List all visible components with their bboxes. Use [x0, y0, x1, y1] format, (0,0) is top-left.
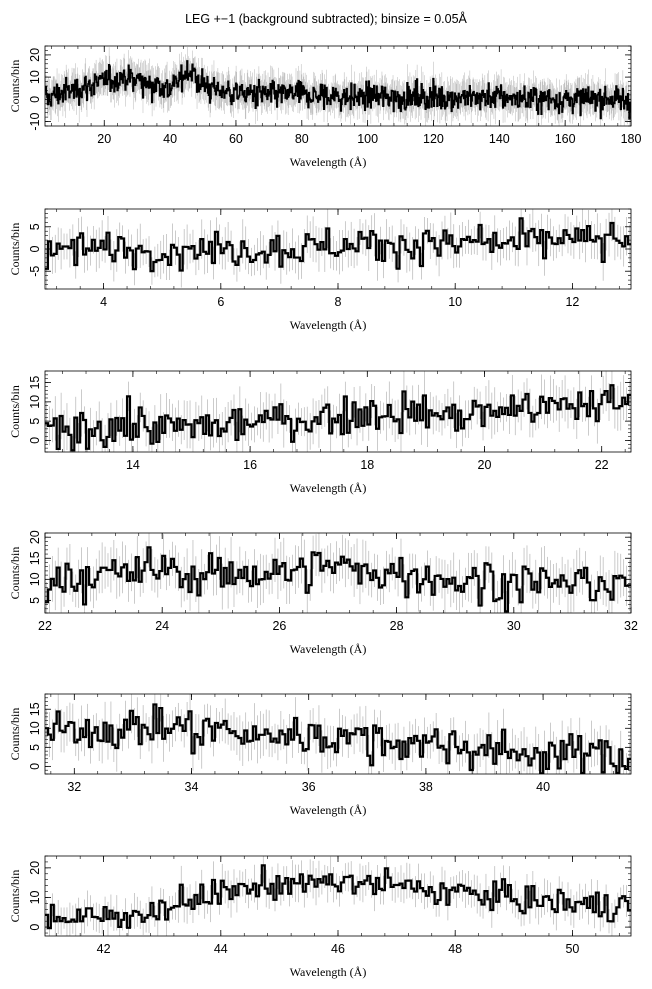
y-tick-label: -5	[28, 266, 42, 277]
y-tick-label: 5	[28, 597, 42, 604]
spectrum-line	[45, 864, 631, 930]
y-tick-label: 15	[28, 551, 42, 565]
x-tick-label: 32	[67, 780, 81, 794]
y-tick-label: 0	[28, 924, 42, 931]
y-tick-label: 15	[28, 376, 42, 390]
x-tick-label: 22	[38, 619, 52, 633]
y-tick-label: 10	[28, 70, 42, 84]
x-axis-label: Wavelength (Å)	[290, 481, 367, 495]
y-axis-label: Counts/bin	[8, 385, 22, 438]
x-tick-label: 60	[229, 132, 243, 146]
x-tick-label: 28	[390, 619, 404, 633]
x-tick-label: 14	[126, 458, 140, 472]
x-tick-label: 100	[357, 132, 378, 146]
x-tick-label: 42	[97, 942, 111, 956]
x-axis-label: Wavelength (Å)	[290, 155, 367, 169]
y-tick-label: 5	[28, 744, 42, 751]
spectrum-line	[45, 217, 631, 273]
x-tick-label: 30	[507, 619, 521, 633]
x-tick-label: 34	[185, 780, 199, 794]
y-axis-label: Counts/bin	[8, 870, 22, 923]
plot-frame	[44, 370, 632, 453]
y-tick-label: 5	[28, 223, 42, 230]
y-tick-label: 0	[28, 437, 42, 444]
x-tick-label: 18	[360, 458, 374, 472]
y-tick-label: 0	[28, 245, 42, 252]
error-bars	[46, 856, 630, 936]
y-tick-label: -10	[28, 112, 42, 130]
y-tick-label: 20	[28, 861, 42, 875]
y-tick-label: 15	[28, 702, 42, 716]
x-tick-label: 20	[478, 458, 492, 472]
x-tick-label: 6	[217, 295, 224, 309]
x-tick-label: 160	[555, 132, 576, 146]
x-tick-label: 10	[448, 295, 462, 309]
chart-panel-6: 42 44 46 48 50 0 10 20 Wavelength (Å) Counts/bin	[8, 855, 632, 979]
x-tick-label: 180	[621, 132, 642, 146]
plot-frame	[44, 532, 632, 614]
figure-title: LEG +−1 (background subtracted); binsize…	[185, 11, 467, 26]
x-axis-label: Wavelength (Å)	[290, 803, 367, 817]
spectrum-line	[45, 384, 631, 452]
x-tick-label: 50	[565, 942, 579, 956]
chart-panel-3: 14 16 18 20 22 0 5 10 15 Wavelength (Å) Counts/bin	[8, 370, 632, 495]
x-tick-label: 38	[419, 780, 433, 794]
x-tick-label: 40	[163, 132, 177, 146]
x-tick-label: 12	[565, 295, 579, 309]
x-tick-label: 4	[100, 295, 107, 309]
x-tick-label: 8	[335, 295, 342, 309]
x-tick-label: 80	[295, 132, 309, 146]
y-tick-label: 20	[28, 530, 42, 544]
spectrum-line	[45, 703, 631, 774]
y-tick-label: 5	[28, 418, 42, 425]
y-axis-label: Counts/bin	[8, 708, 22, 761]
x-tick-label: 48	[448, 942, 462, 956]
x-tick-label: 46	[331, 942, 345, 956]
chart-panel-4: 22 24 26 28 30 32 5 10 15 20 Wavelength (Å) Counts/…	[8, 530, 638, 656]
x-axis-label: Wavelength (Å)	[290, 318, 367, 332]
x-tick-label: 120	[423, 132, 444, 146]
x-tick-label: 40	[536, 780, 550, 794]
y-axis-label: Counts/bin	[8, 547, 22, 600]
y-tick-label: 10	[28, 721, 42, 735]
chart-panel-5: 32 34 36 38 40 0 5 10 15 Wavelength (Å) Counts/bin	[8, 693, 632, 817]
plot-frame	[44, 693, 632, 775]
x-tick-label: 22	[595, 458, 609, 472]
y-tick-label: 0	[28, 96, 42, 103]
y-tick-label: 10	[28, 395, 42, 409]
x-tick-label: 24	[155, 619, 169, 633]
chart-panel-2: 4 6 8 10 12 -5 0 5 Wavelength (Å) Counts/bin	[8, 208, 632, 332]
y-tick-label: 20	[28, 48, 42, 62]
x-tick-label: 32	[624, 619, 638, 633]
x-tick-label: 44	[214, 942, 228, 956]
spectrum-line	[45, 546, 631, 613]
y-tick-label: 10	[28, 572, 42, 586]
x-axis-label: Wavelength (Å)	[290, 965, 367, 979]
y-axis-label: Counts/bin	[8, 60, 22, 113]
y-axis-label: Counts/bin	[8, 223, 22, 276]
x-tick-label: 36	[302, 780, 316, 794]
x-tick-label: 20	[97, 132, 111, 146]
spectrum-line	[45, 60, 631, 120]
x-tick-label: 26	[272, 619, 286, 633]
chart-panel-1: 20 40 60 80 100 120 140 160 180 -10 0 10 20 Wavelengt…	[8, 45, 642, 169]
x-tick-label: 140	[489, 132, 510, 146]
y-tick-label: 0	[28, 763, 42, 770]
x-axis-label: Wavelength (Å)	[290, 642, 367, 656]
y-tick-label: 10	[28, 890, 42, 904]
x-tick-label: 16	[243, 458, 257, 472]
